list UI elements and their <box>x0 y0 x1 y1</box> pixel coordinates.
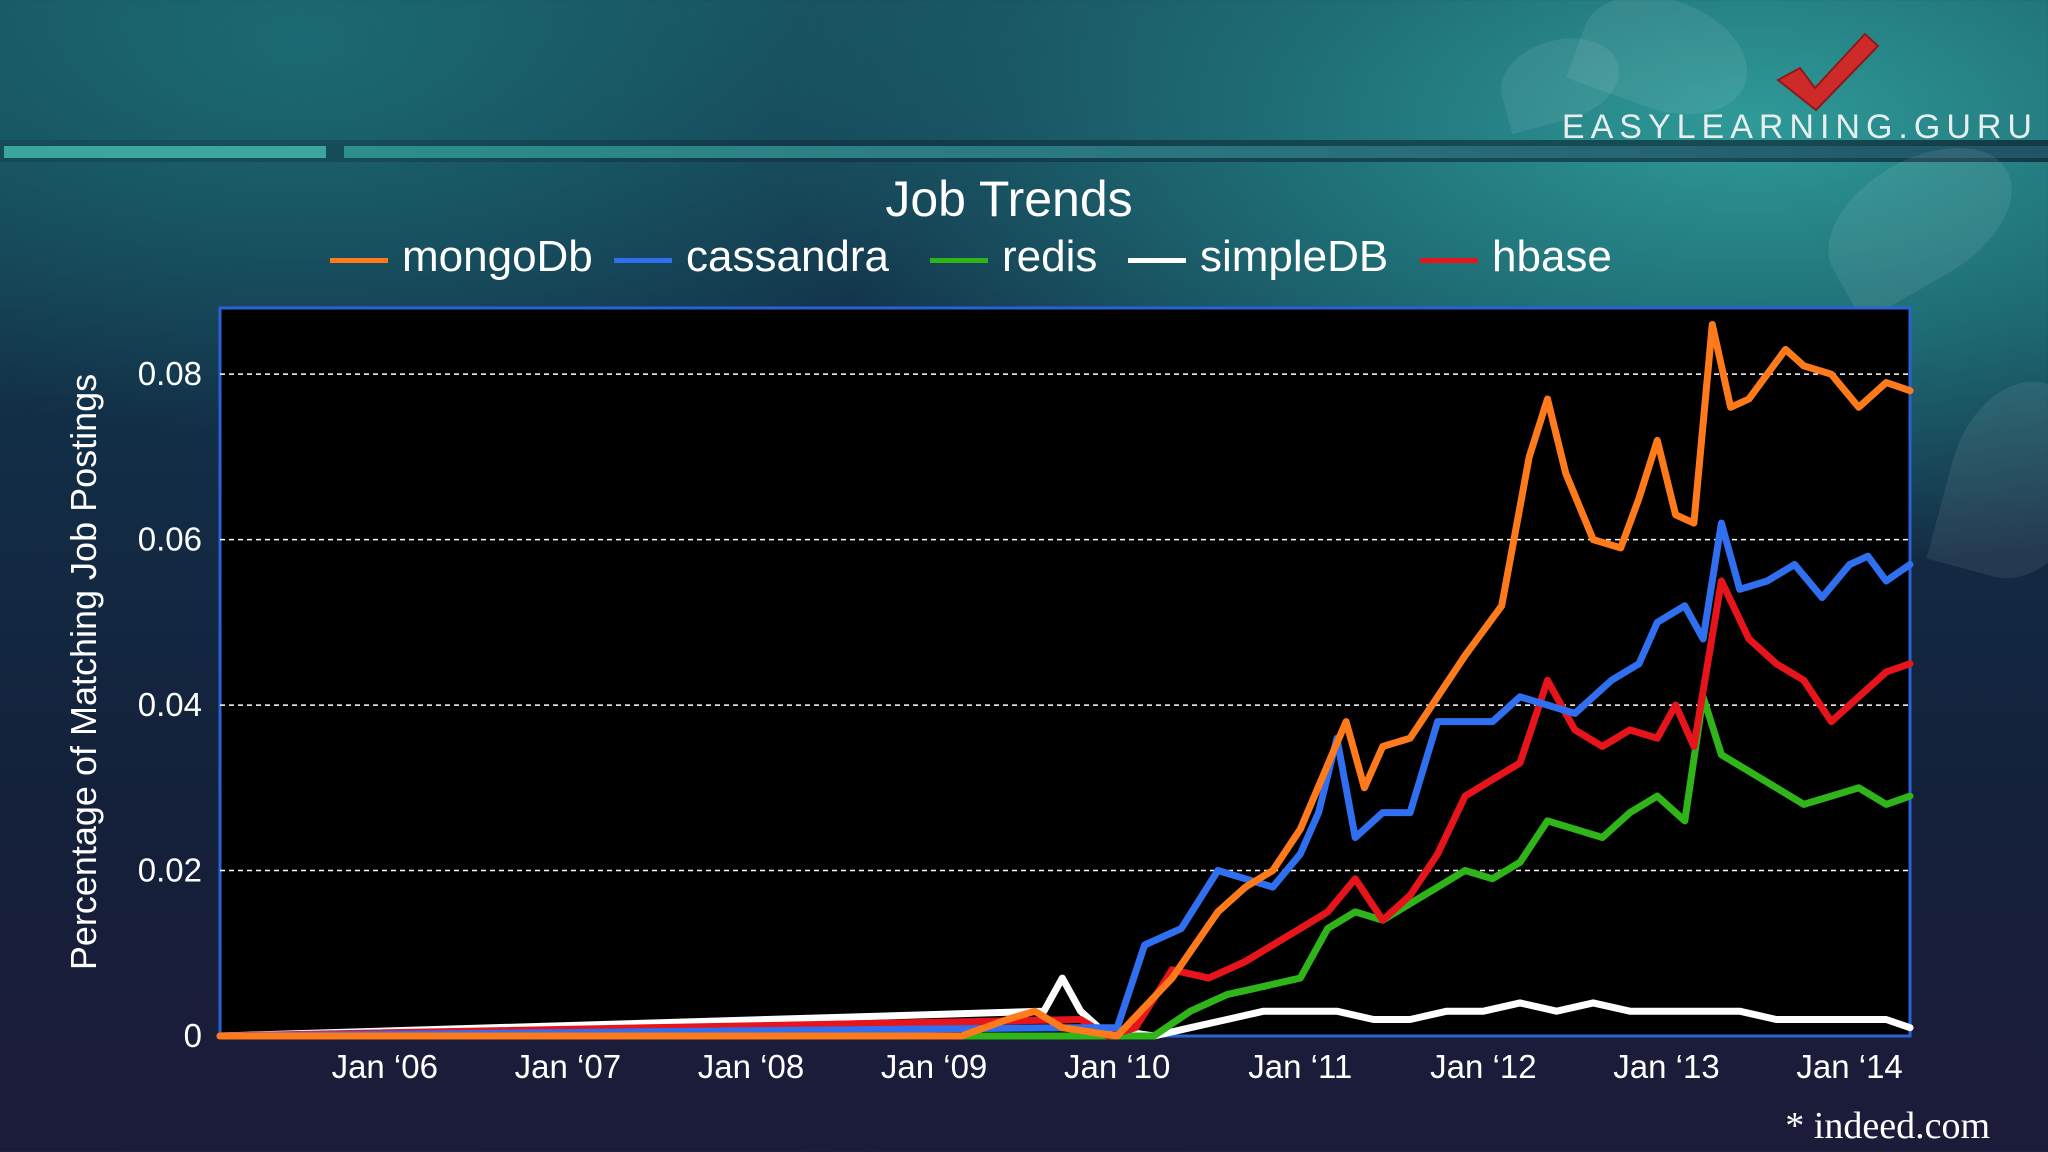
x-tick-label: Jan ‘10 <box>1064 1048 1170 1085</box>
chart-title: Job Trends <box>885 171 1133 227</box>
legend-label-mongodb: mongoDb <box>402 232 593 281</box>
legend-swatch-hbase <box>1420 258 1478 263</box>
series-lines <box>216 321 1914 1040</box>
grid-lines <box>220 373 1910 872</box>
header-stripe-right <box>344 146 2048 158</box>
legend-label-cassandra: cassandra <box>686 232 890 281</box>
y-tick-label: 0.02 <box>138 852 202 889</box>
x-tick-label: Jan ‘09 <box>881 1048 987 1085</box>
y-tick-label: 0 <box>184 1017 202 1054</box>
series-line-hbase <box>216 577 1914 1040</box>
source-footnote: * indeed.com <box>1785 1105 1990 1147</box>
legend-swatch-redis <box>930 258 988 263</box>
series-line-cassandra <box>216 519 1914 1040</box>
legend-swatch-cassandra <box>614 258 672 263</box>
y-tick-label: 0.08 <box>138 355 202 392</box>
x-tick-label: Jan ‘11 <box>1248 1048 1352 1085</box>
x-tick-label: Jan ‘07 <box>515 1048 621 1085</box>
plot-area <box>218 306 1912 1038</box>
y-tick-label: 0.06 <box>138 521 202 558</box>
x-tick-label: Jan ‘06 <box>332 1048 438 1085</box>
checkmark-logo-icon <box>1776 32 1880 112</box>
y-tick-label: 0.04 <box>138 686 202 723</box>
y-tick-labels: 0 0.02 0.04 0.06 0.08 <box>138 355 202 1054</box>
legend-label-hbase: hbase <box>1492 232 1612 281</box>
series-line-mongodb <box>216 321 1914 1040</box>
series-line-redis <box>216 693 1914 1040</box>
legend-label-redis: redis <box>1002 232 1098 281</box>
legend-swatch-mongodb <box>330 258 388 263</box>
legend-label-simpledb: simpleDB <box>1200 232 1389 281</box>
x-tick-labels: Jan ‘06 Jan ‘07 Jan ‘08 Jan ‘09 Jan ‘10 Jan ‘… <box>332 1048 1903 1085</box>
x-tick-label: Jan ‘14 <box>1796 1048 1902 1085</box>
x-tick-label: Jan ‘12 <box>1430 1048 1536 1085</box>
brand-logo-text: EASYLEARNING.GURU <box>1561 108 2038 146</box>
legend-swatch-simpledb <box>1128 258 1186 263</box>
header-stripe-left <box>4 146 326 158</box>
x-tick-label: Jan ‘13 <box>1613 1048 1719 1085</box>
x-tick-label: Jan ‘08 <box>698 1048 804 1085</box>
